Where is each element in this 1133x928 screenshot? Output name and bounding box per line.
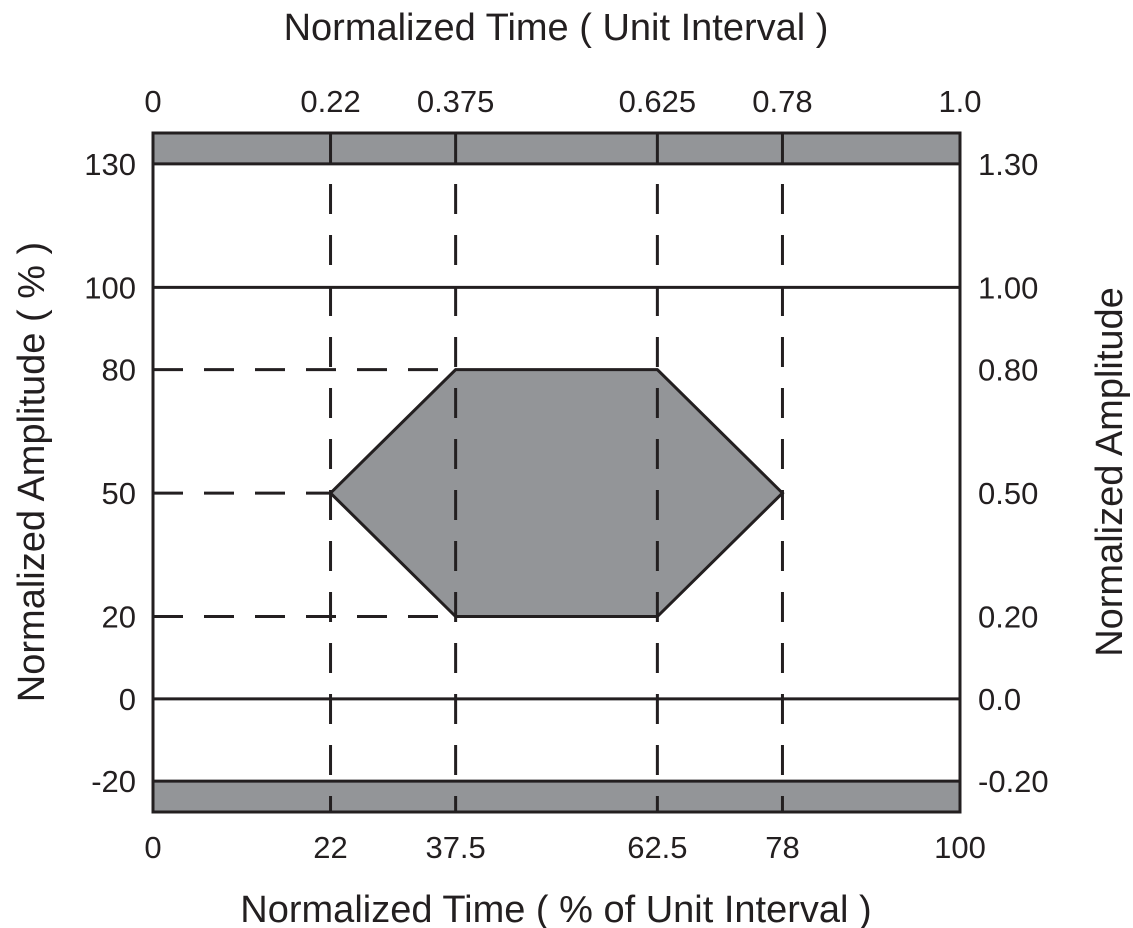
- left-tick-label: 100: [84, 270, 136, 305]
- left-tick-label: 80: [102, 353, 136, 388]
- top-tick-label: 0: [144, 84, 161, 119]
- right-tick-label: 1.30: [978, 147, 1038, 182]
- right-tick-label: 1.00: [978, 270, 1038, 305]
- left-tick-label: -20: [91, 764, 136, 799]
- right-tick-label: 0.80: [978, 353, 1038, 388]
- left-tick-label: 20: [102, 600, 136, 635]
- bottom-tick-label: 100: [934, 830, 986, 865]
- bottom-tick-label: 0: [144, 830, 161, 865]
- top-tick-label: 0.22: [300, 84, 360, 119]
- mask-polygon: [328, 368, 785, 619]
- top-tick-label: 0.375: [417, 84, 495, 119]
- right-tick-label: 0.20: [978, 600, 1038, 635]
- top-tick-label: 0.78: [752, 84, 812, 119]
- top-tick-label: 1.0: [938, 84, 981, 119]
- left-tick-label: 0: [119, 682, 136, 717]
- right-tick-label: 0.50: [978, 476, 1038, 511]
- bottom-tick-label: 37.5: [425, 830, 485, 865]
- top-tick-label: 0.625: [619, 84, 697, 119]
- tick-labels: 0 0.22 0.375 0.625 0.78 1.00 22 37.5 62.5 78 10013…: [84, 84, 1048, 865]
- bottom-tick-label: 78: [765, 830, 799, 865]
- left-tick-label: 130: [84, 147, 136, 182]
- right-axis-title: Normalized Amplitude: [1089, 287, 1131, 657]
- keepout-band-1: [153, 781, 960, 812]
- bottom-tick-label: 62.5: [627, 830, 687, 865]
- keepout-bands: [153, 133, 960, 812]
- right-tick-label: -0.20: [978, 764, 1049, 799]
- right-tick-label: 0.0: [978, 682, 1021, 717]
- bottom-axis-title: Normalized Time ( % of Unit Interval ): [240, 889, 871, 928]
- left-axis-title: Normalized Amplitude ( % ): [11, 242, 53, 702]
- keepout-band-0: [153, 133, 960, 164]
- amplitude-level-lines: [153, 162, 960, 783]
- bottom-tick-label: 22: [313, 830, 347, 865]
- plot-frame: [151, 131, 962, 814]
- top-axis-title: Normalized Time ( Unit Interval ): [284, 7, 829, 49]
- left-tick-label: 50: [102, 476, 136, 511]
